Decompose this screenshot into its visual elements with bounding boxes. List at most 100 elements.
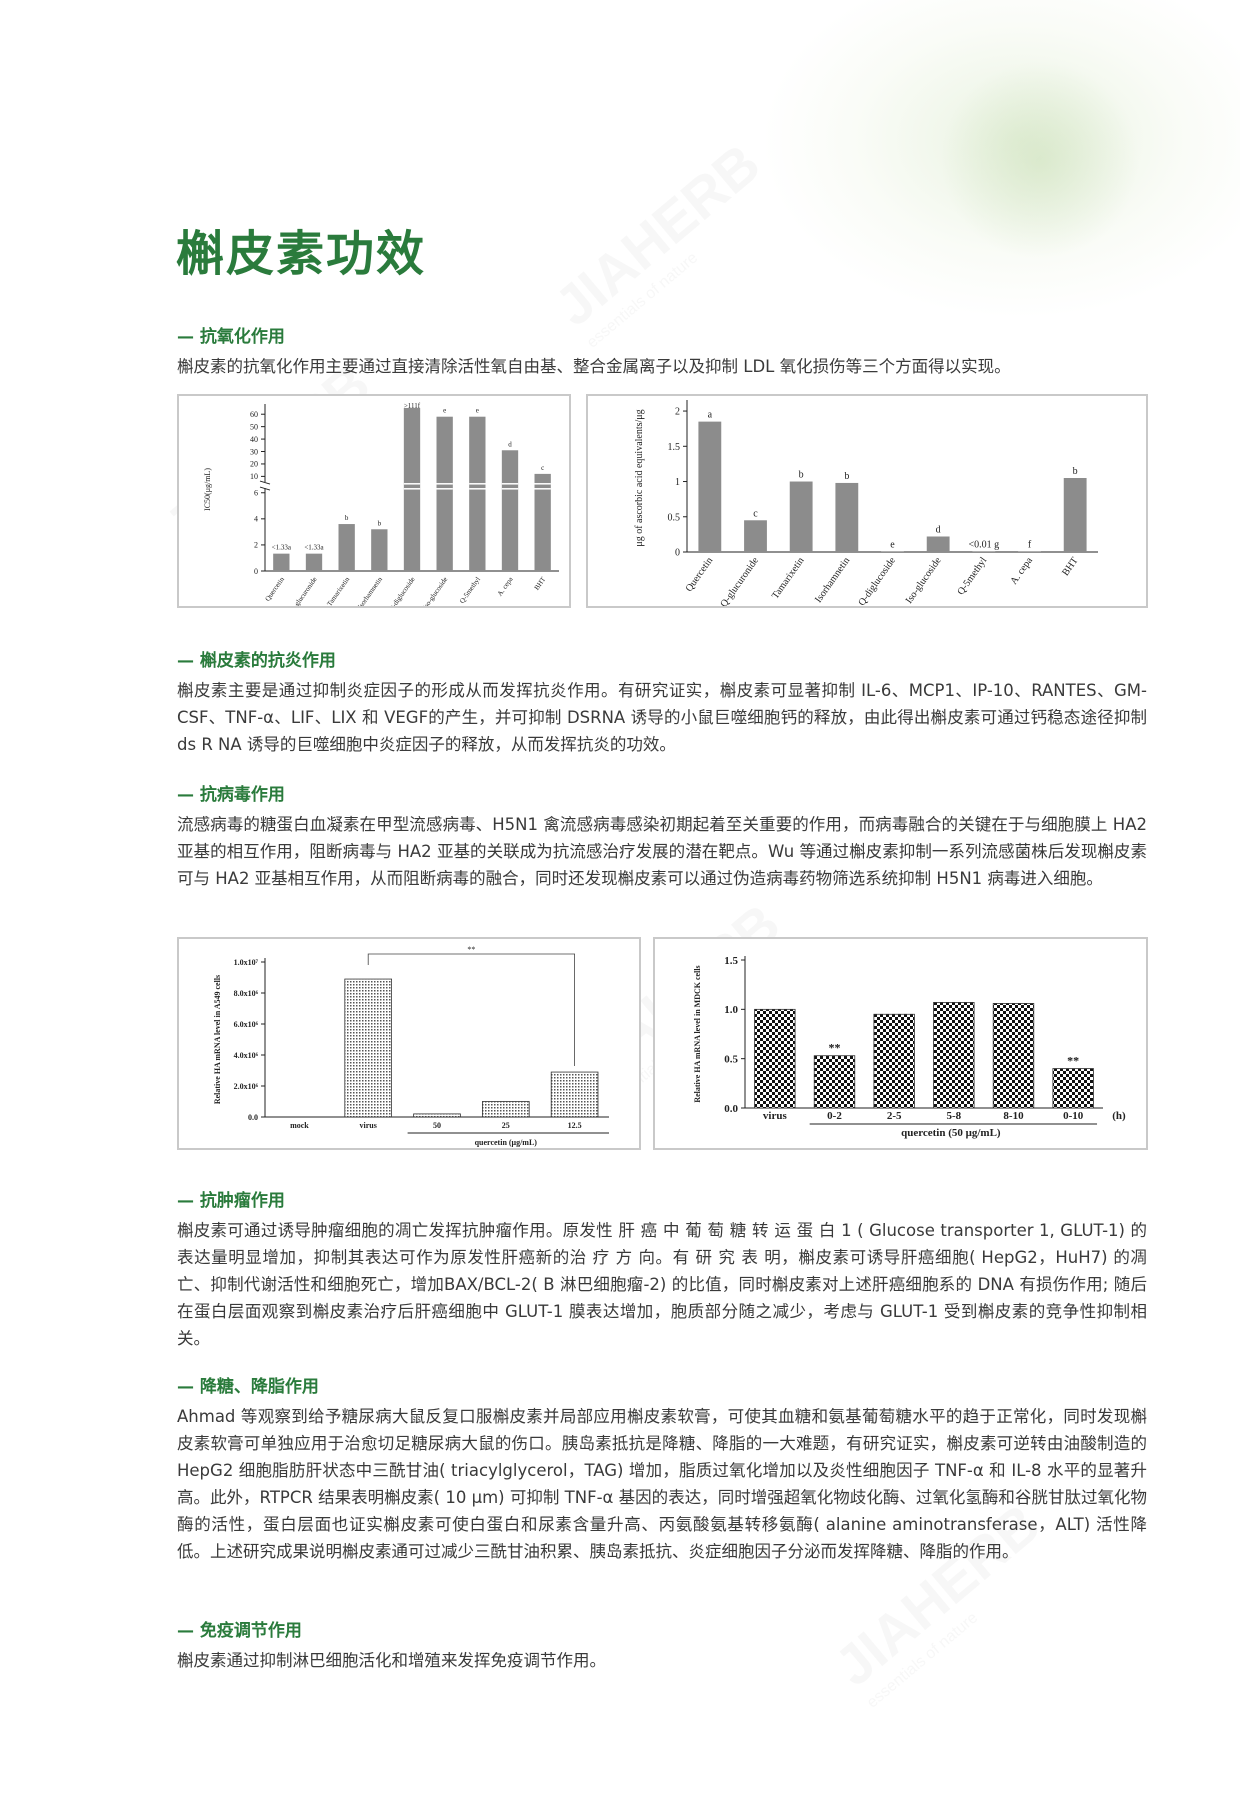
axis-break-mark bbox=[259, 486, 271, 491]
x-tick-label: virus bbox=[360, 1121, 377, 1130]
value-label: d bbox=[508, 440, 512, 448]
y-tick-label: 8.0x10⁶ bbox=[234, 989, 259, 998]
y-tick-label: 2 bbox=[675, 407, 680, 418]
section-text: Ahmad 等观察到给予糖尿病大鼠反复口服槲皮素并局部应用槲皮素软膏，可使其血糖… bbox=[177, 1407, 1147, 1561]
axis-break bbox=[260, 482, 270, 489]
chart: 0 0.5 1 1.5 2 μg of ascorbic acid equivalents… bbox=[634, 400, 1098, 606]
value-label: <0.01 g bbox=[969, 539, 1000, 550]
bar bbox=[371, 529, 388, 571]
x-tick-label: Q-glucuronide bbox=[718, 555, 761, 606]
x-tick-label: BHT bbox=[533, 575, 548, 592]
value-label: ** bbox=[1067, 1054, 1079, 1068]
bar bbox=[992, 1003, 1035, 1108]
bar bbox=[501, 450, 519, 571]
bar-break bbox=[436, 483, 453, 485]
bar-break bbox=[534, 483, 551, 485]
chart: 0.0 2.0x10⁶ 4.0x10⁶ 6.0x10⁶ 8.0x10⁶ 1.0x10⁷ Re… bbox=[213, 945, 609, 1147]
y-tick-label: 2.0x10⁶ bbox=[234, 1082, 259, 1091]
axis-break-mark bbox=[259, 480, 271, 485]
x-tick-label: 8-10 bbox=[1003, 1110, 1024, 1122]
bar-break bbox=[501, 483, 519, 485]
y-tick-label: 0 bbox=[675, 548, 680, 559]
y-tick-label: 0.5 bbox=[668, 512, 681, 523]
y-tick-label: 40 bbox=[250, 435, 258, 444]
bar bbox=[344, 978, 392, 1117]
x-tick-label: Isorhamnetin bbox=[356, 575, 384, 606]
section: — 降糖、降脂作用 Ahmad 等观察到给予糖尿病大鼠反复口服槲皮素并局部应用槲皮… bbox=[177, 1372, 1147, 1565]
bar-break bbox=[403, 488, 421, 490]
section-heading: — 降糖、降脂作用 bbox=[177, 1377, 319, 1397]
figure: 0.0 0.5 1.0 1.5 Relative HA mRNA level in MD… bbox=[653, 937, 1148, 1150]
x-tick-label: Quercetin bbox=[684, 555, 716, 594]
value-label: b bbox=[799, 470, 804, 481]
figure: 0 2 4 6 10 20 30 40 50 60 IC50(μg/mL) <1.33a Quercet… bbox=[177, 394, 571, 608]
y-tick-label: 1 bbox=[675, 477, 680, 488]
x-tick-label: 50 bbox=[433, 1121, 441, 1130]
bar bbox=[469, 416, 486, 571]
bar bbox=[789, 481, 813, 552]
y-tick-label: 20 bbox=[250, 460, 258, 469]
section: — 槲皮素的抗炎作用 槲皮素主要是通过抑制炎症因子的形成从而发挥抗炎作用。有研究证… bbox=[177, 646, 1147, 758]
value-label: <1.33a bbox=[272, 544, 292, 552]
y-tick-label: 4 bbox=[254, 515, 258, 524]
value-label: e bbox=[476, 407, 479, 415]
bar bbox=[534, 473, 551, 571]
x-tick-label: mock bbox=[290, 1121, 309, 1130]
bar-break bbox=[534, 488, 551, 490]
x-tick-label: Q-5methyl bbox=[458, 576, 482, 605]
chart: 0.0 0.5 1.0 1.5 Relative HA mRNA level in MD… bbox=[693, 955, 1126, 1139]
bar bbox=[482, 1101, 530, 1117]
section-heading: — 抗肿瘤作用 bbox=[177, 1191, 285, 1211]
bar-break bbox=[469, 488, 486, 490]
y-tick-label: 0 bbox=[254, 567, 258, 576]
y-tick-label: 1.0 bbox=[724, 1004, 738, 1016]
bar bbox=[698, 421, 722, 552]
section: — 免疫调节作用 槲皮素通过抑制淋巴细胞活化和增殖来发挥免疫调节作用。 bbox=[177, 1616, 1147, 1674]
y-tick-label: 10 bbox=[250, 472, 258, 481]
y-tick-label: 0.5 bbox=[724, 1054, 738, 1066]
section: — 抗病毒作用 流感病毒的糖蛋白血凝素在甲型流感病毒、H5N1 禽流感病毒感染初期… bbox=[177, 780, 1147, 892]
y-tick-label: 6.0x10⁶ bbox=[234, 1020, 259, 1029]
section-heading: — 抗病毒作用 bbox=[177, 785, 285, 805]
value-label: e bbox=[443, 407, 446, 415]
section: — 抗肿瘤作用 槲皮素可通过诱导肿瘤细胞的凋亡发挥抗肿瘤作用。原发性 肝 癌 中 … bbox=[177, 1186, 1147, 1352]
bar bbox=[338, 524, 355, 571]
bar bbox=[873, 1013, 915, 1108]
value-label: >111f bbox=[404, 402, 421, 410]
bar-break bbox=[469, 483, 486, 485]
y-axis-label: Relative HA mRNA level in A549 cells bbox=[213, 975, 222, 1104]
x-tick-label: Q-5methyl bbox=[955, 555, 989, 597]
y-tick-label: 4.0x10⁶ bbox=[234, 1051, 259, 1060]
value-label: b bbox=[844, 471, 849, 482]
value-label: f bbox=[1028, 539, 1032, 550]
bar bbox=[305, 553, 323, 571]
bar bbox=[1052, 1068, 1094, 1108]
section-heading: — 免疫调节作用 bbox=[177, 1621, 302, 1641]
x-tick-label: 5-8 bbox=[946, 1110, 961, 1122]
section-text: 槲皮素主要是通过抑制炎症因子的形成从而发挥抗炎作用。有研究证实，槲皮素可显著抑制… bbox=[177, 681, 1147, 754]
x-tick-label: 2-5 bbox=[887, 1110, 902, 1122]
x-tick-label: 12.5 bbox=[568, 1121, 582, 1130]
significance-bracket bbox=[367, 953, 575, 1067]
bar bbox=[550, 1071, 599, 1117]
figure: 0.0 2.0x10⁶ 4.0x10⁶ 6.0x10⁶ 8.0x10⁶ 1.0x10⁷ Re… bbox=[177, 937, 641, 1150]
x-axis-label: quercetin (50 μg/mL) bbox=[901, 1127, 1001, 1139]
x-tick-label: Q-diglucoside bbox=[387, 576, 416, 606]
y-tick-label: 1.5 bbox=[668, 442, 681, 453]
bar bbox=[926, 536, 950, 552]
bars bbox=[698, 421, 1087, 552]
section-text: 槲皮素的抗氧化作用主要通过直接清除活性氧自由基、整合金属离子以及抑制 LDL 氧… bbox=[177, 357, 1011, 376]
bars bbox=[754, 1002, 1094, 1108]
bar bbox=[972, 551, 996, 552]
y-tick-label: 60 bbox=[250, 410, 258, 419]
value-label: e bbox=[890, 539, 895, 550]
x-tick-label: Iso-glucoside bbox=[904, 555, 944, 606]
y-axis-label: μg of ascorbic acid equivalents/μg bbox=[634, 409, 645, 546]
bar bbox=[413, 1113, 461, 1117]
x-tick-label: Iso-glucoside bbox=[421, 576, 449, 606]
bar-break bbox=[501, 488, 519, 490]
bar bbox=[754, 1008, 796, 1108]
x-tick-label: Isorhamnetin bbox=[813, 555, 852, 605]
